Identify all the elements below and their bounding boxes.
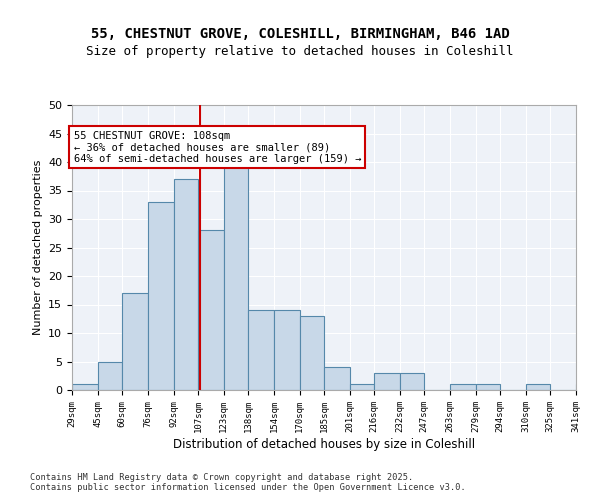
Text: Contains HM Land Registry data © Crown copyright and database right 2025.
Contai: Contains HM Land Registry data © Crown c… [30,472,466,492]
Bar [98,362,122,390]
Bar [576,384,600,390]
Bar [476,384,500,390]
Bar [350,384,374,390]
Bar [248,310,274,390]
Bar [72,384,98,390]
Bar [374,373,400,390]
Bar [300,316,324,390]
X-axis label: Distribution of detached houses by size in Coleshill: Distribution of detached houses by size … [173,438,475,450]
Y-axis label: Number of detached properties: Number of detached properties [32,160,43,335]
Bar [526,384,550,390]
Bar [224,162,248,390]
Bar [324,367,350,390]
Bar [198,230,224,390]
Bar [450,384,476,390]
Text: 55 CHESTNUT GROVE: 108sqm
← 36% of detached houses are smaller (89)
64% of semi-: 55 CHESTNUT GROVE: 108sqm ← 36% of detac… [74,130,361,164]
Bar [274,310,300,390]
Bar [174,179,198,390]
Bar [148,202,174,390]
Text: 55, CHESTNUT GROVE, COLESHILL, BIRMINGHAM, B46 1AD: 55, CHESTNUT GROVE, COLESHILL, BIRMINGHA… [91,28,509,42]
Bar [122,293,148,390]
Bar [400,373,424,390]
Text: Size of property relative to detached houses in Coleshill: Size of property relative to detached ho… [86,45,514,58]
